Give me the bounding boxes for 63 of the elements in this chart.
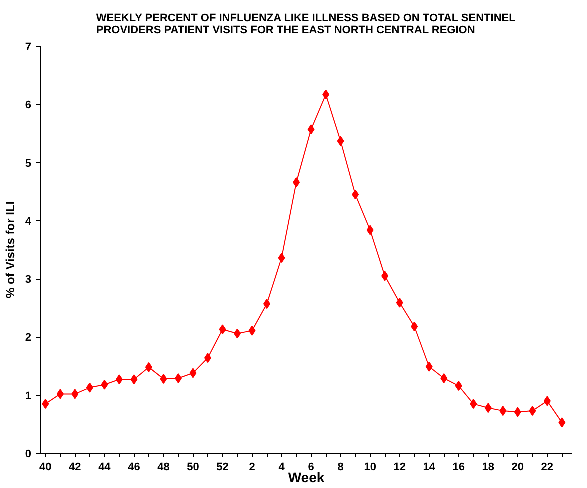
point: [219, 324, 226, 335]
x-tick-label: 22: [541, 462, 554, 474]
x-tick-label: 46: [128, 462, 140, 474]
point: [101, 380, 108, 390]
x-tick-label: 4: [278, 462, 286, 474]
point: [190, 368, 197, 378]
point: [484, 403, 492, 414]
point: [72, 389, 79, 400]
point: [204, 353, 212, 364]
x-tick-label: 48: [158, 462, 170, 474]
point: [382, 271, 389, 282]
y-tick-label: 1: [25, 390, 32, 402]
point: [56, 389, 64, 400]
x-tick-label: 18: [482, 462, 495, 474]
y-tick-label: 0: [25, 448, 32, 460]
x-tick-label: 8: [338, 462, 344, 474]
y-tick-label: 7: [25, 42, 32, 54]
x-tick-label: 16: [452, 462, 465, 474]
y-tick-label: 4: [25, 216, 32, 228]
point: [470, 399, 478, 410]
point: [42, 399, 50, 410]
point: [396, 298, 404, 308]
point: [145, 362, 152, 372]
x-tick-label: 52: [216, 462, 229, 474]
point: [278, 253, 286, 264]
y-tick-label: 3: [25, 274, 32, 286]
x-tick-label: 12: [394, 462, 406, 474]
y-tick-label: 6: [25, 100, 32, 112]
point: [529, 406, 536, 416]
y-axis-title: % of Visits for ILI: [3, 201, 18, 299]
point: [411, 322, 418, 332]
point: [440, 373, 448, 384]
point: [174, 373, 182, 384]
point: [160, 374, 168, 384]
point: [130, 374, 138, 385]
point: [337, 136, 344, 146]
point: [514, 407, 522, 418]
x-tick-label: 44: [98, 462, 112, 474]
point: [366, 225, 374, 236]
x-tick-label: 14: [423, 462, 436, 474]
x-tick-label: 40: [40, 462, 52, 474]
point: [308, 124, 315, 135]
point: [293, 178, 300, 188]
point: [322, 90, 330, 100]
point: [264, 299, 271, 310]
point: [248, 326, 256, 336]
point: [86, 382, 94, 393]
point: [500, 406, 507, 416]
point: [558, 418, 566, 428]
x-tick-label: 2: [249, 462, 256, 474]
point: [116, 374, 123, 385]
point: [426, 362, 433, 372]
x-tick-label: 42: [69, 462, 82, 474]
y-tick-label: 2: [25, 332, 32, 344]
point: [544, 396, 551, 406]
chart-title: WEEKLY PERCENT OF INFLUENZA LIKE ILLNESS BASED ON TOTAL SENTINEL PROVIDERS PATIENT VISITS FOR THE EAST NORTH CENTRAL REGION: [96, 12, 516, 36]
point: [455, 381, 462, 392]
point: [234, 328, 242, 339]
point: [352, 190, 360, 200]
x-tick-label: 20: [512, 462, 524, 474]
x-tick-label: 10: [364, 462, 376, 474]
y-tick-label: 5: [25, 158, 32, 170]
x-tick-label: 50: [187, 462, 200, 474]
